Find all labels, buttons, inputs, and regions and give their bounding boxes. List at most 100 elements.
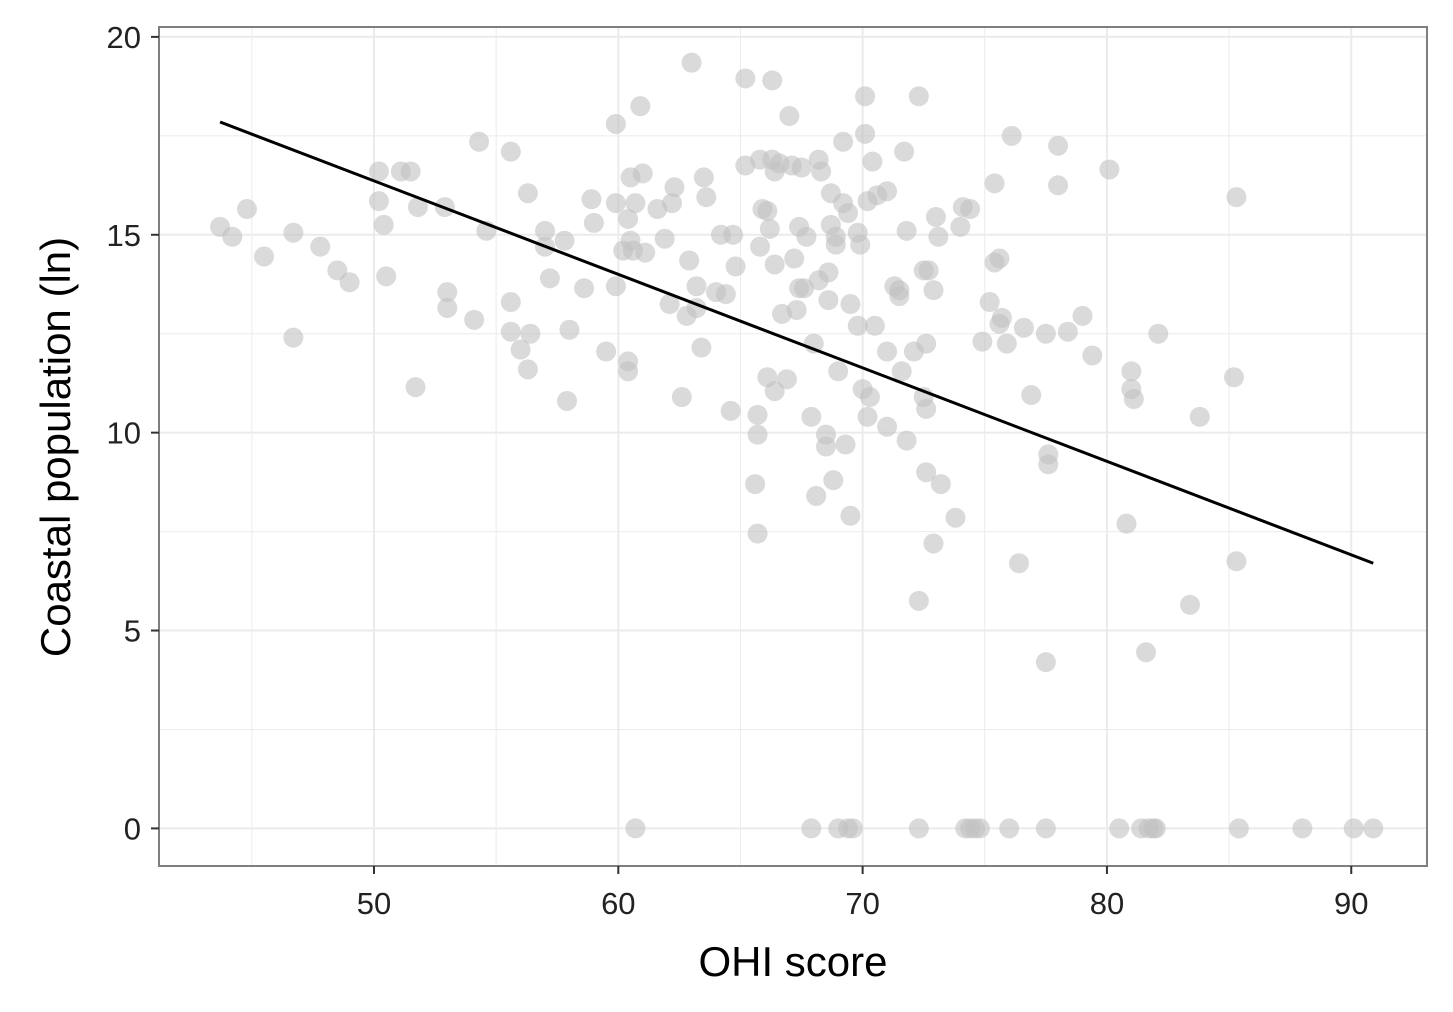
data-point bbox=[500, 321, 521, 342]
data-point bbox=[691, 337, 712, 358]
data-point bbox=[877, 416, 898, 437]
data-point bbox=[1048, 135, 1069, 156]
data-point bbox=[923, 533, 944, 554]
data-point bbox=[818, 262, 839, 283]
data-point bbox=[605, 276, 626, 297]
data-point bbox=[930, 474, 951, 495]
data-point bbox=[1035, 652, 1056, 673]
data-point bbox=[339, 272, 360, 293]
data-point bbox=[517, 183, 538, 204]
data-point bbox=[715, 284, 736, 305]
data-point bbox=[989, 248, 1010, 269]
data-point bbox=[999, 818, 1020, 839]
data-point bbox=[632, 163, 653, 184]
x-tick-label: 90 bbox=[1334, 886, 1368, 921]
y-tick-label: 10 bbox=[107, 416, 141, 451]
data-point bbox=[630, 96, 651, 117]
data-point bbox=[368, 191, 389, 212]
data-point bbox=[437, 282, 458, 303]
data-point bbox=[1363, 818, 1384, 839]
data-point bbox=[855, 123, 876, 144]
data-point bbox=[696, 187, 717, 208]
data-point bbox=[779, 106, 800, 127]
data-point bbox=[801, 818, 822, 839]
data-point bbox=[735, 68, 756, 89]
trend-line bbox=[219, 120, 1374, 565]
data-point bbox=[400, 161, 421, 182]
data-point bbox=[605, 113, 626, 134]
x-axis-title: OHI score bbox=[698, 938, 887, 985]
data-point bbox=[520, 323, 541, 344]
data-point bbox=[659, 294, 680, 315]
data-point bbox=[1223, 367, 1244, 388]
data-point bbox=[1121, 361, 1142, 382]
data-point bbox=[908, 86, 929, 107]
data-point bbox=[1099, 159, 1120, 180]
data-point bbox=[1116, 513, 1137, 534]
data-point bbox=[1123, 389, 1144, 410]
data-point bbox=[596, 341, 617, 362]
data-point bbox=[1021, 385, 1042, 406]
data-point bbox=[811, 161, 832, 182]
data-point bbox=[1035, 818, 1056, 839]
y-tick-label: 15 bbox=[107, 218, 141, 253]
data-point bbox=[747, 523, 768, 544]
data-point bbox=[862, 151, 883, 172]
data-point bbox=[437, 297, 458, 318]
x-tick-label: 70 bbox=[845, 886, 879, 921]
y-tick-label: 20 bbox=[107, 20, 141, 55]
data-point bbox=[747, 404, 768, 425]
data-point bbox=[618, 361, 639, 382]
data-point bbox=[918, 260, 939, 281]
data-point bbox=[750, 236, 771, 257]
data-point bbox=[469, 131, 490, 152]
data-point bbox=[877, 341, 898, 362]
data-point bbox=[793, 278, 814, 299]
data-point bbox=[984, 173, 1005, 194]
data-point bbox=[950, 216, 971, 237]
data-point bbox=[720, 400, 741, 421]
data-point bbox=[925, 206, 946, 227]
data-point bbox=[1292, 818, 1313, 839]
data-point bbox=[1035, 323, 1056, 344]
data-point bbox=[283, 222, 304, 243]
data-point bbox=[664, 177, 685, 198]
data-point bbox=[916, 398, 937, 419]
data-point bbox=[635, 242, 656, 263]
data-point bbox=[679, 250, 700, 271]
data-point bbox=[539, 268, 560, 289]
x-tick-label: 80 bbox=[1090, 886, 1124, 921]
data-point bbox=[764, 254, 785, 275]
data-point bbox=[928, 226, 949, 247]
data-point bbox=[373, 214, 394, 235]
data-point bbox=[368, 161, 389, 182]
data-point bbox=[1001, 125, 1022, 146]
data-point bbox=[625, 818, 646, 839]
data-point bbox=[510, 339, 531, 360]
data-points bbox=[210, 52, 1384, 839]
data-point bbox=[535, 220, 556, 241]
y-axis-title: Coastal population (ln) bbox=[32, 237, 79, 657]
data-point bbox=[828, 361, 849, 382]
data-point bbox=[725, 256, 746, 277]
data-point bbox=[815, 436, 836, 457]
data-point bbox=[1228, 818, 1249, 839]
data-point bbox=[972, 331, 993, 352]
data-point bbox=[896, 430, 917, 451]
data-point bbox=[310, 236, 331, 257]
data-point bbox=[796, 226, 817, 247]
data-point bbox=[1072, 305, 1093, 326]
data-point bbox=[405, 377, 426, 398]
data-point bbox=[1082, 345, 1103, 366]
data-point bbox=[762, 70, 783, 91]
data-point bbox=[1136, 642, 1157, 663]
data-point bbox=[784, 248, 805, 269]
data-point bbox=[557, 390, 578, 411]
data-point bbox=[916, 333, 937, 354]
data-point bbox=[996, 333, 1017, 354]
data-point bbox=[896, 220, 917, 241]
data-point bbox=[693, 167, 714, 188]
data-point bbox=[662, 193, 683, 214]
data-point bbox=[855, 86, 876, 107]
data-point bbox=[1008, 553, 1029, 574]
